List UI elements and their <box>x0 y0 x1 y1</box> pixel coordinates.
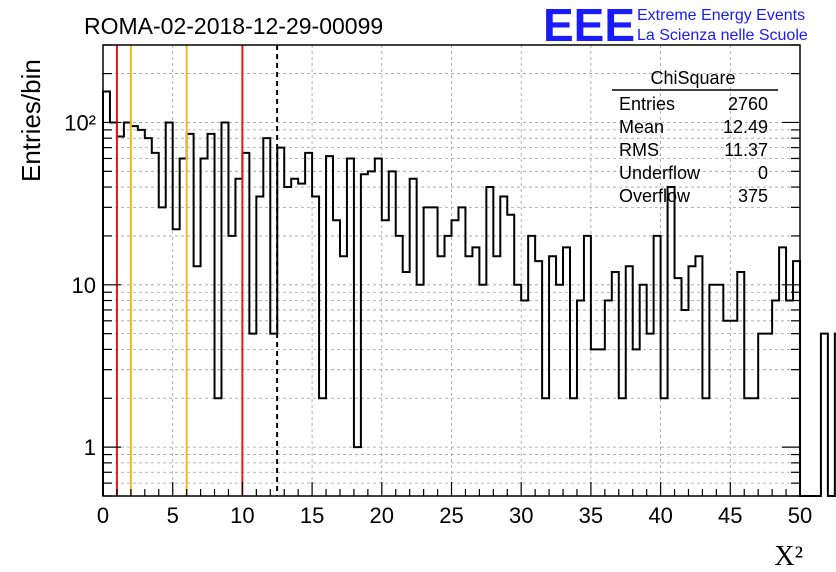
x-tick-label: 25 <box>439 503 463 528</box>
x-axis-title: X² <box>774 541 803 572</box>
x-tick-label: 45 <box>718 503 742 528</box>
stats-label-overflow: Overflow <box>619 186 691 206</box>
stats-title: ChiSquare <box>650 68 735 88</box>
stats-value-underflow: 0 <box>758 163 768 183</box>
x-tick-label: 15 <box>300 503 324 528</box>
stats-label-mean: Mean <box>619 117 664 137</box>
x-tick-label: 30 <box>509 503 533 528</box>
stats-box: ChiSquare Entries 2760 Mean 12.49 RMS 11… <box>612 68 778 206</box>
y-tick-labels: 1 10 10² <box>64 110 96 460</box>
stats-label-underflow: Underflow <box>619 163 701 183</box>
y-tick-label: 1 <box>84 435 96 460</box>
stats-value-rms: 11.37 <box>724 140 768 160</box>
y-tick-label: 10² <box>64 110 96 135</box>
x-tick-label: 35 <box>579 503 603 528</box>
plot-frame <box>102 44 801 497</box>
x-tick-label: 5 <box>167 503 179 528</box>
y-axis-title: Entries/bin <box>16 59 46 182</box>
chart-title: ROMA-02-2018-12-29-00099 <box>84 13 383 39</box>
logo-subtitle-line1: Extreme Energy Events <box>637 7 805 24</box>
x-tick-label: 10 <box>230 503 254 528</box>
stats-label-rms: RMS <box>619 140 659 160</box>
logo-subtitle-line2: La Scienza nelle Scuole <box>637 27 808 44</box>
stats-value-mean: 12.49 <box>723 117 768 137</box>
x-tick-label: 40 <box>648 503 672 528</box>
eee-logo: EEE <box>543 0 635 51</box>
stats-value-entries: 2760 <box>728 94 768 114</box>
x-tick-labels: 0 5 10 15 20 25 30 35 40 45 50 <box>97 503 812 528</box>
grid <box>103 44 800 497</box>
reference-lines <box>115 45 279 496</box>
x-tick-label: 0 <box>97 503 109 528</box>
y-tick-label: 10 <box>72 273 96 298</box>
stats-label-entries: Entries <box>619 94 675 114</box>
x-tick-label: 20 <box>370 503 394 528</box>
x-tick-label: 50 <box>788 503 812 528</box>
stats-value-overflow: 375 <box>738 186 768 206</box>
